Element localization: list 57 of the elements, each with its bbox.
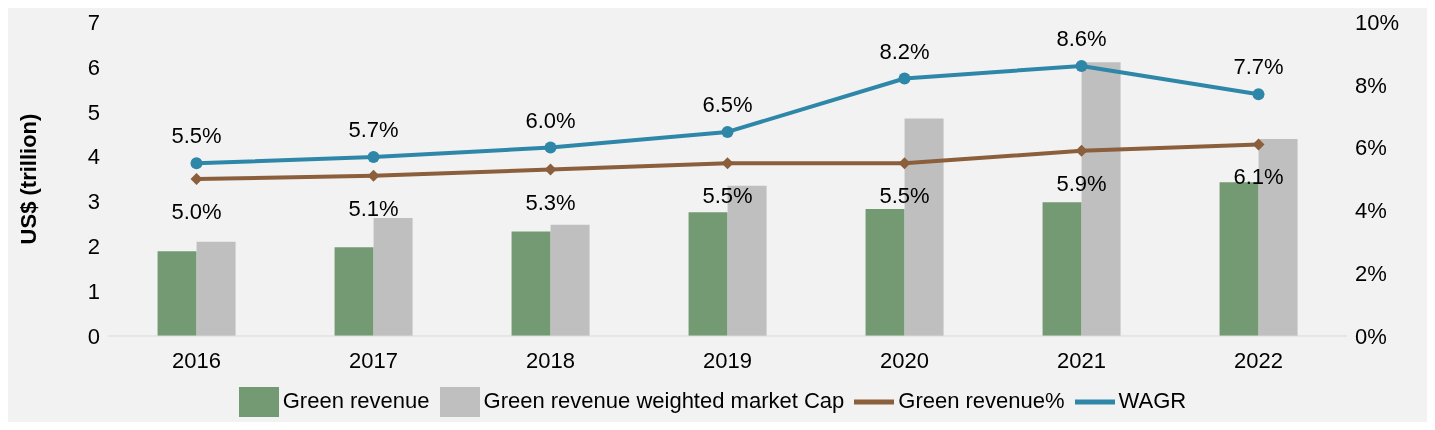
x-tick-label: 2019 [703, 347, 752, 373]
data-label: 5.5% [171, 123, 222, 149]
point [190, 157, 203, 170]
legend-label: Green revenue [282, 387, 430, 413]
y2-tick-label: 8% [1355, 72, 1387, 98]
y-tick-label: 0 [87, 323, 100, 349]
bar [1042, 202, 1082, 336]
x-tick-label: 2021 [1057, 347, 1106, 373]
point [721, 125, 734, 138]
data-label: 7.7% [1233, 54, 1284, 80]
bar [196, 241, 236, 336]
point [898, 72, 911, 85]
data-label: 5.3% [525, 189, 576, 215]
point [1075, 59, 1088, 72]
bar [373, 218, 413, 336]
data-label: 5.5% [879, 183, 930, 209]
y-tick-label: 7 [87, 9, 100, 35]
y-tick-label: 5 [87, 99, 100, 125]
y2-tick-label: 10% [1355, 9, 1400, 35]
y2-tick-label: 4% [1355, 198, 1387, 224]
legend-label: WAGR [1118, 387, 1187, 413]
y2-tick-label: 6% [1355, 135, 1387, 161]
data-label: 5.0% [171, 199, 222, 224]
y2-tick-label: 0% [1355, 323, 1387, 349]
data-label: 5.5% [702, 183, 753, 209]
bar [157, 251, 197, 336]
y-tick-label: 2 [87, 234, 100, 260]
bar [550, 224, 590, 336]
data-label: 5.1% [348, 195, 399, 221]
bar [1219, 182, 1259, 336]
data-label: 8.6% [1056, 25, 1107, 51]
data-label: 5.7% [348, 117, 399, 143]
legend-label: Green revenue% [898, 387, 1065, 413]
y-tick-label: 4 [87, 144, 100, 170]
x-tick-label: 2016 [172, 347, 221, 373]
x-tick-label: 2017 [349, 347, 398, 373]
point [367, 151, 380, 164]
y2-tick-label: 2% [1355, 261, 1387, 287]
x-tick-label: 2022 [1234, 347, 1283, 373]
y-tick-label: 3 [87, 189, 100, 215]
point [1252, 88, 1265, 101]
x-tick-label: 2018 [526, 347, 575, 373]
x-tick-label: 2020 [880, 347, 929, 373]
y-tick-label: 6 [87, 54, 100, 80]
bar [334, 247, 374, 336]
data-label: 6.1% [1233, 164, 1284, 190]
bar [865, 209, 905, 336]
data-label: 5.9% [1056, 170, 1107, 196]
data-label: 6.5% [702, 91, 753, 117]
bar [511, 231, 551, 336]
y-tick-label: 1 [87, 278, 100, 304]
legend-label: Green revenue weighted market Cap [483, 387, 845, 413]
data-label: 8.2% [879, 38, 930, 64]
data-label: 6.0% [525, 107, 576, 133]
bar [688, 212, 728, 336]
y-axis-title: US$ (trillion) [15, 113, 41, 245]
point [544, 141, 557, 154]
